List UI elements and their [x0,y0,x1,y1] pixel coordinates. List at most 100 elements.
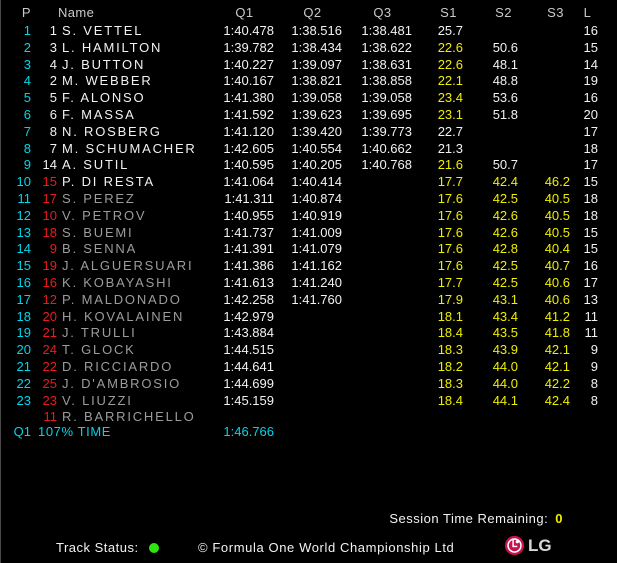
table-row: 19 21 J. TRULLI 1:43.884 18.4 43.5 41.8 11 [8,325,598,342]
cell-sector3: 42.1 [544,342,570,358]
cell-sector1: 17.9 [437,291,463,307]
table-row: 15 19 J. ALGUERSUARI 1:41.386 1:41.162 17.6 42… [8,258,598,275]
cell-driver-number: 22 [42,358,57,374]
col-header-s2: S2 [495,5,512,20]
table-row: 17 12 P. MALDONADO 1:42.258 1:41.760 17.9 43.1… [8,292,598,309]
cell-laps: 20 [583,106,598,122]
cell-driver-name: L. HAMILTON [62,39,163,55]
cell-sector1: 17.6 [437,224,463,240]
col-header-q3: Q3 [373,5,392,20]
cell-sector2: 43.1 [492,291,518,307]
cell-q2-time: 1:39.058 [291,90,342,106]
cell-q1-time: 1:42.979 [223,308,274,324]
cell-q3-time [353,409,412,426]
cell-driver-number: 24 [42,342,57,358]
cell-position: 13 [16,224,31,240]
cell-laps: 15 [583,224,598,240]
table-row: 2 3 L. HAMILTON 1:39.782 1:38.434 1:38.622 22.… [8,40,598,57]
table-header-row: P Name Q1 Q2 Q3 S1 S2 S3 L [8,4,598,21]
cell-sector1: 25.7 [437,23,463,38]
cell-driver-number: 15 [42,174,57,190]
cell-sector2 [489,124,518,141]
cell-sector3 [541,124,570,141]
lg-wordmark: LG [528,536,552,555]
cell-sector1 [434,409,463,426]
cell-sector1: 17.6 [437,258,463,274]
cell-laps [577,409,598,426]
cell-driver-number: 11 [43,409,58,425]
cell-q1-time: 1:44.641 [223,358,274,374]
cell-q2-time: 1:40.205 [291,157,342,173]
lg-logo: LG [504,535,552,556]
session-time-value: 0 [555,511,563,526]
cell-q1-time: 1:41.120 [223,123,274,139]
cell-sector3 [541,40,570,57]
cell-laps: 19 [583,73,598,89]
table-row: 20 24 T. GLOCK 1:44.515 18.3 43.9 42.1 9 [8,342,598,359]
cell-q1-time: 1:44.699 [223,375,274,391]
cell-sector1: 18.4 [437,392,463,408]
cell-sector2: 43.5 [492,325,518,341]
cell-q1-time: 1:41.380 [223,90,274,106]
cell-sector3: 41.8 [544,325,570,341]
cell-sector2: 44.0 [492,358,518,374]
cell-sector3 [541,141,570,158]
cell-driver-number: 23 [42,392,57,408]
table-row: 22 25 J. D'AMBROSIO 1:44.699 18.3 44.0 42.2 8 [8,376,598,393]
cell-driver-name: J. D'AMBROSIO [62,375,182,391]
cell-sector2: 50.6 [492,39,518,55]
cell-q1-time: 1:39.782 [223,39,274,55]
cell-q1-time: 1:41.386 [223,258,274,274]
cell-driver-number: 5 [49,90,57,106]
cell-q3-time [353,325,412,342]
cell-position: 18 [16,308,31,324]
cell-sector2: 43.9 [492,342,518,358]
cell-position: 19 [16,325,31,341]
table-row: 23 23 V. LIUZZI 1:45.159 18.4 44.1 42.4 8 [8,393,598,410]
cell-q1-time: 1:45.159 [223,392,274,408]
cell-position: 3 [23,56,31,72]
cell-q1-time: 1:40.955 [223,207,274,223]
cell-sector3: 42.1 [544,358,570,374]
cell-position: 10 [16,174,31,190]
cell-sector1: 22.7 [437,123,463,139]
cell-position: 15 [16,258,31,274]
cutoff-session: Q1 [13,424,31,440]
timing-table-body: 1 1 S. VETTEL 1:40.478 1:38.516 1:38.481 25.7 1… [8,23,598,426]
cell-sector2: 48.8 [492,73,518,89]
cell-sector2: 44.1 [492,392,518,408]
cell-sector2: 42.6 [492,207,518,223]
cell-driver-name: T. GLOCK [62,342,136,358]
cell-q1-time: 1:41.613 [223,274,274,290]
cell-sector3: 40.6 [544,291,570,307]
cell-sector3 [541,409,570,426]
cell-q2-time [283,359,342,376]
cell-q3-time [353,275,412,292]
cell-driver-name: J. TRULLI [62,325,137,341]
cell-laps: 16 [583,23,598,38]
copyright-text: © Formula One World Championship Ltd [198,540,455,555]
cell-q2-time: 1:38.516 [291,23,342,38]
cell-q3-time: 1:38.858 [361,73,412,89]
cell-sector2: 42.5 [492,258,518,274]
cell-sector2: 51.8 [492,106,518,122]
cell-position: 17 [16,291,31,307]
cell-position: 1 [23,23,31,38]
cell-sector1: 17.7 [437,174,463,190]
cutoff-value: 1:46.766 [223,424,274,440]
cell-driver-name: F. MASSA [62,106,136,122]
cell-q2-time: 1:41.079 [291,241,342,257]
cell-q2-time: 1:41.009 [291,224,342,240]
cell-q2-time: 1:40.554 [291,140,342,156]
cell-driver-number: 8 [49,123,57,139]
cell-q2-time: 1:40.414 [291,174,342,190]
cell-sector2: 50.7 [492,157,518,173]
cell-q2-time: 1:39.420 [291,123,342,139]
cell-sector2: 42.6 [492,224,518,240]
cell-laps: 17 [583,123,598,139]
table-row: 8 7 M. SCHUMACHER 1:42.605 1:40.554 1:40.662 2… [8,141,598,158]
table-row: 18 20 H. KOVALAINEN 1:42.979 18.1 43.4 41.2 11 [8,309,598,326]
col-header-position: P [21,5,31,20]
table-row: 11 17 S. PEREZ 1:41.311 1:40.874 17.6 42.5 40.5… [8,191,599,208]
cell-q1-time: 1:41.391 [223,241,274,257]
